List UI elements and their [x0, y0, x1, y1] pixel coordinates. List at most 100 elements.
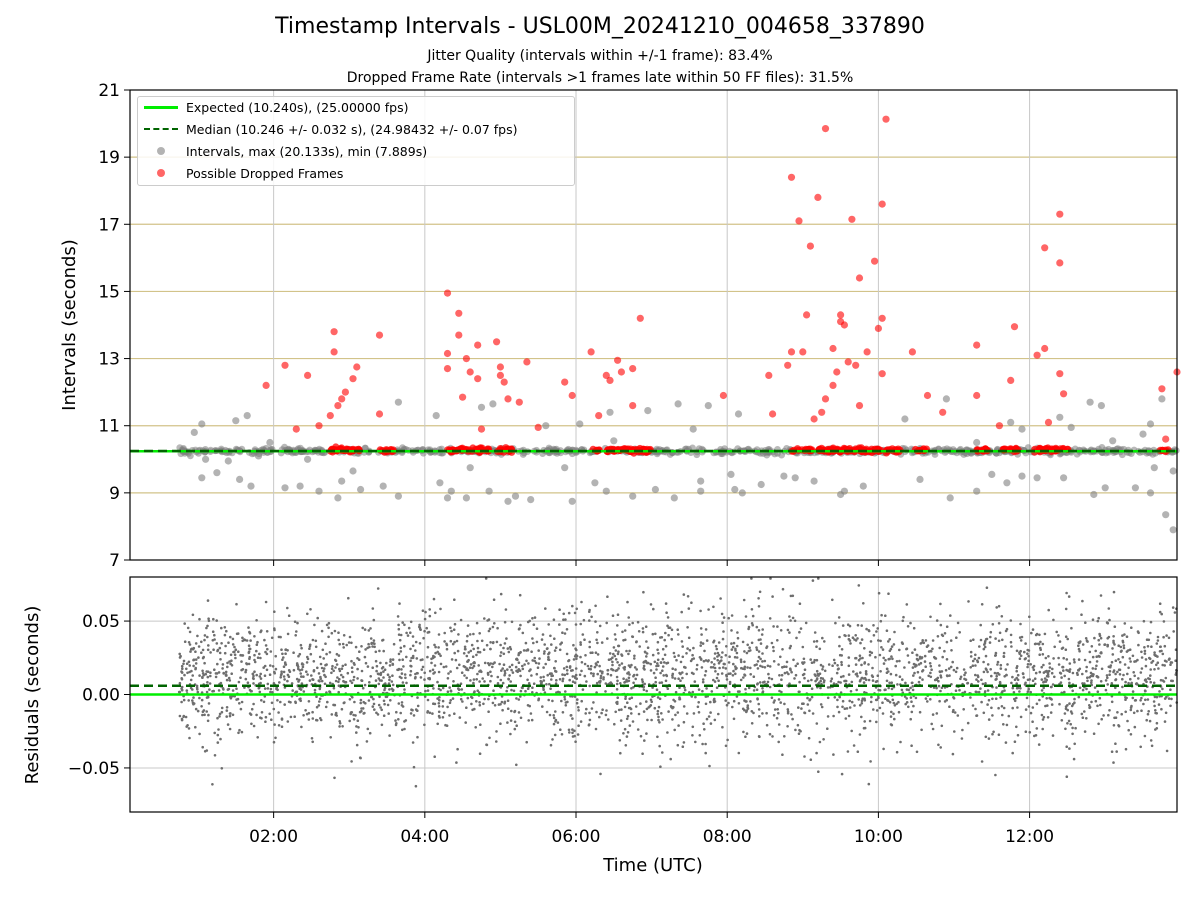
residual-point — [416, 704, 420, 708]
residual-point — [1080, 712, 1084, 716]
residual-point — [563, 632, 567, 635]
residual-point — [1072, 757, 1076, 761]
residual-point — [382, 649, 386, 653]
residual-point — [1064, 648, 1068, 651]
interval-band-point — [187, 452, 194, 460]
residual-point — [531, 637, 534, 640]
residual-point — [935, 686, 938, 690]
residual-point — [1139, 671, 1143, 674]
residual-point — [860, 699, 864, 702]
residual-point — [980, 760, 984, 763]
interval-point — [247, 482, 255, 490]
residual-point — [266, 647, 269, 651]
dropped-frame-point — [477, 425, 486, 433]
residual-point — [588, 718, 592, 722]
residual-point — [222, 672, 225, 675]
interval-point — [349, 467, 357, 475]
residual-point — [852, 670, 855, 673]
residual-point — [659, 671, 662, 675]
residual-point — [881, 712, 885, 715]
residual-point — [335, 652, 339, 656]
interval-point — [651, 485, 660, 494]
residual-point — [537, 662, 541, 665]
residual-point — [757, 735, 761, 738]
residual-point — [972, 638, 975, 641]
residual-point — [599, 674, 603, 678]
residual-point — [941, 634, 945, 638]
residual-point — [884, 688, 887, 691]
interval-point — [942, 395, 951, 403]
residual-point — [660, 681, 664, 684]
dropped-frame-point — [602, 371, 610, 379]
dropped-frame-point — [799, 348, 807, 356]
residual-point — [1004, 741, 1008, 744]
residual-point — [328, 690, 331, 693]
residual-point — [844, 717, 848, 720]
residual-point — [994, 654, 997, 657]
residual-point — [1081, 688, 1085, 692]
residual-point — [697, 701, 700, 704]
residual-point — [1165, 749, 1169, 753]
residual-point — [894, 673, 898, 677]
residual-point — [963, 690, 967, 694]
residual-point — [1071, 671, 1075, 675]
residual-point — [757, 650, 761, 653]
residual-point — [300, 675, 303, 678]
residual-point — [1099, 651, 1103, 654]
residual-point — [767, 672, 770, 676]
residual-point — [1137, 677, 1140, 680]
residual-point — [378, 679, 382, 682]
dropped-frame-point — [459, 393, 467, 401]
interval-point — [689, 425, 697, 433]
residual-point — [1114, 686, 1117, 690]
residual-point — [987, 737, 991, 740]
residual-point — [980, 678, 983, 682]
residual-point — [815, 639, 819, 643]
residual-point — [699, 657, 703, 661]
residual-point — [203, 638, 206, 642]
residual-point — [901, 678, 904, 681]
residual-point — [645, 655, 648, 658]
residual-point — [1040, 665, 1043, 669]
residual-point — [626, 600, 629, 604]
residual-point — [187, 727, 191, 730]
residual-point — [671, 672, 675, 676]
residual-point — [626, 714, 630, 718]
residual-point — [592, 701, 595, 704]
residual-point — [549, 743, 553, 747]
residual-point — [247, 644, 251, 647]
residual-point — [895, 660, 899, 663]
residual-point — [186, 626, 190, 630]
residual-point — [786, 628, 790, 632]
residual-point — [973, 657, 977, 661]
residual-point — [819, 663, 823, 667]
residual-point — [619, 719, 623, 722]
residual-point — [803, 668, 807, 671]
residual-point — [391, 683, 395, 687]
residual-point — [602, 676, 605, 679]
residual-point — [1048, 662, 1051, 665]
residual-point — [1084, 621, 1087, 624]
dropped-frame-point — [995, 422, 1004, 430]
dropped-frame-point — [617, 368, 626, 376]
residual-point — [645, 652, 649, 655]
residual-point — [645, 689, 648, 693]
residual-point — [1099, 703, 1102, 707]
residual-point — [592, 674, 595, 678]
residual-point — [868, 719, 872, 723]
residual-point — [387, 682, 391, 685]
residual-point — [350, 666, 354, 669]
residual-point — [1083, 710, 1086, 713]
residual-point — [1127, 681, 1130, 685]
residual-point — [687, 607, 691, 610]
residual-point — [771, 735, 774, 738]
residual-point — [338, 642, 342, 646]
residual-point — [1158, 602, 1162, 605]
residual-point — [191, 699, 194, 702]
interval-point — [568, 497, 576, 505]
residual-point — [752, 675, 756, 678]
residual-point — [1083, 658, 1087, 662]
residual-point — [695, 663, 699, 667]
residual-point — [454, 658, 458, 662]
residual-point — [931, 647, 934, 651]
